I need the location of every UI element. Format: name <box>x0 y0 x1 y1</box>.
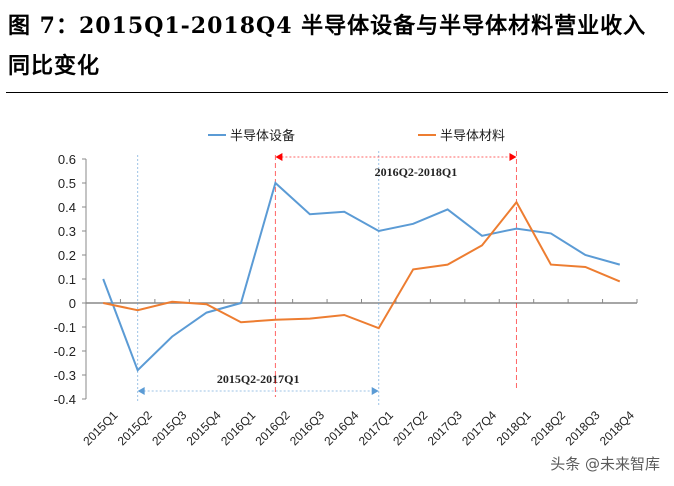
y-tick-label: 0.5 <box>58 176 76 191</box>
x-tick-label: 2018Q1 <box>494 408 534 448</box>
title-rule <box>6 92 668 93</box>
y-tick-label: -0.2 <box>54 344 76 359</box>
annotation-label: 2015Q2-2017Q1 <box>217 372 300 386</box>
y-tick-label: 0.6 <box>58 152 76 167</box>
watermark: 头条 @未来智库 <box>550 455 660 473</box>
y-tick-label: 0.3 <box>58 224 76 239</box>
x-tick-label: 2018Q2 <box>528 408 568 448</box>
x-tick-label: 2018Q3 <box>562 408 602 448</box>
y-tick-label: 0.4 <box>58 200 76 215</box>
series-line-materials <box>103 200 621 330</box>
x-tick-label: 2015Q1 <box>80 408 120 448</box>
x-tick-label: 2015Q2 <box>115 408 155 448</box>
y-tick-label: -0.4 <box>54 392 76 407</box>
x-tick-label: 2015Q4 <box>184 408 224 448</box>
x-tick-label: 2017Q1 <box>356 408 396 448</box>
x-tick-label: 2016Q2 <box>253 408 293 448</box>
y-tick-label: -0.3 <box>54 368 76 383</box>
y-tick-label: -0.1 <box>54 320 76 335</box>
arrow-left-icon <box>275 153 283 161</box>
arrow-left-icon <box>137 387 145 395</box>
y-tick-label: 0.2 <box>58 248 76 263</box>
annotation-label: 2016Q2-2018Q1 <box>375 165 458 179</box>
x-tick-label: 2017Q4 <box>459 408 499 448</box>
x-tick-label: 2018Q4 <box>597 408 637 448</box>
arrow-right-icon <box>509 153 517 161</box>
x-tick-label: 2016Q1 <box>218 408 258 448</box>
x-tick-label: 2017Q3 <box>425 408 465 448</box>
y-tick-label: 0.1 <box>58 272 76 287</box>
legend-label: 半导体材料 <box>440 129 505 144</box>
x-tick-label: 2016Q4 <box>321 408 361 448</box>
legend-label: 半导体设备 <box>230 128 295 144</box>
y-tick-label: 0 <box>69 296 76 311</box>
x-tick-label: 2017Q2 <box>390 408 430 448</box>
x-tick-label: 2015Q3 <box>149 408 189 448</box>
figure-title: 图 7：2015Q1-2018Q4 半导体设备与半导体材料营业收入同比变化 <box>8 13 647 79</box>
series-line-equipment <box>102 181 621 372</box>
arrow-right-icon <box>371 387 379 395</box>
x-tick-label: 2016Q3 <box>287 408 327 448</box>
